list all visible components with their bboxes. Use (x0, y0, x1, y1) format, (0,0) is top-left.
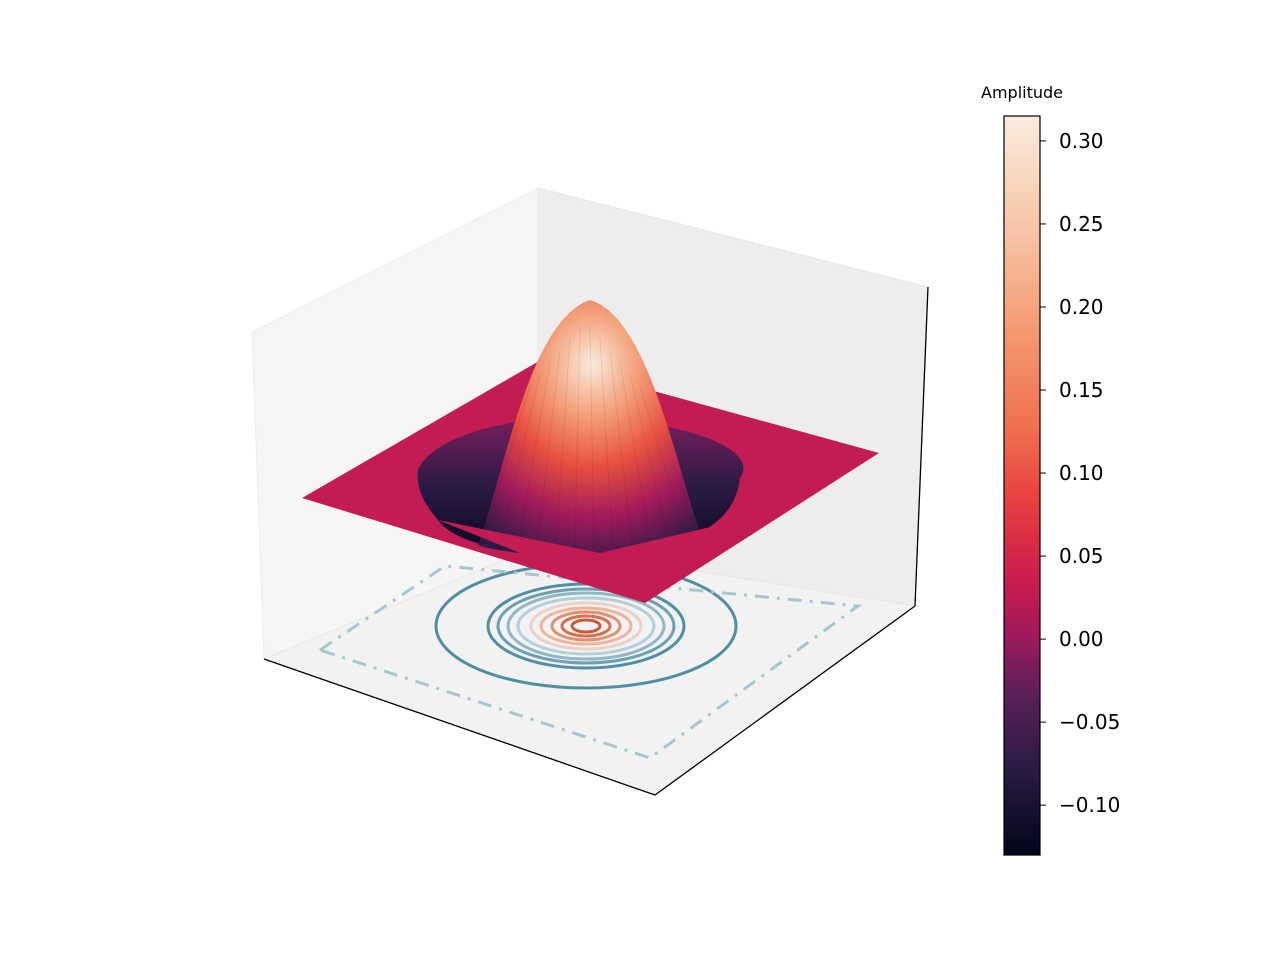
colorbar-tick-label: 0.15 (1059, 378, 1104, 402)
colorbar-tick-label: −0.05 (1059, 710, 1120, 734)
z-axis-line (914, 286, 929, 607)
contour-line (516, 596, 656, 656)
x-axis-line (263, 658, 656, 796)
surface-facet-line (609, 349, 633, 549)
colorbar: Amplitude −0.10 −0.05 0.00 0.05 0.10 0.15 0.20… (981, 83, 1120, 856)
surface-facet-line (479, 385, 531, 549)
contour-line (560, 614, 612, 638)
surface-facets (479, 325, 690, 549)
surface-facet-line (639, 385, 690, 549)
colorbar-tick-label: 0.00 (1059, 627, 1104, 651)
surface-plot (302, 300, 879, 603)
contour-line (550, 610, 622, 642)
colorbar-strip (1003, 115, 1041, 856)
surface-facet-line (619, 361, 652, 549)
surface-peak (478, 300, 705, 557)
colorbar-tick-label: 0.10 (1059, 461, 1104, 485)
colorbar-tick-label: 0.05 (1059, 544, 1104, 568)
surface-facet-line (536, 349, 561, 549)
contour-line (539, 606, 633, 646)
colorbar-tick-label: 0.25 (1059, 212, 1104, 236)
colorbar-tick-label: 0.30 (1059, 129, 1104, 153)
surface-front-plateau (438, 520, 740, 603)
surface-facet-line (574, 325, 581, 549)
contour-line (570, 618, 602, 634)
surface-facet-line (517, 361, 551, 549)
surface-facet-line (599, 337, 614, 549)
surface-facet-line (498, 373, 541, 549)
y-axis-line (654, 605, 916, 796)
contour-line (529, 601, 643, 651)
surface-facet-line (629, 373, 671, 549)
contour-line (496, 587, 676, 665)
colorbar-ticks: −0.10 −0.05 0.00 0.05 0.10 0.15 0.20 0.25 0.30 (1040, 129, 1120, 817)
colorbar-tick-label: −0.10 (1059, 793, 1120, 817)
colorbar-label: Amplitude (981, 83, 1063, 102)
surface-facet-line (589, 325, 595, 549)
colorbar-tick-label: 0.20 (1059, 295, 1104, 319)
contour-line-outer (316, 564, 863, 760)
surface-facet-line (555, 337, 571, 549)
contour-line (506, 591, 666, 661)
